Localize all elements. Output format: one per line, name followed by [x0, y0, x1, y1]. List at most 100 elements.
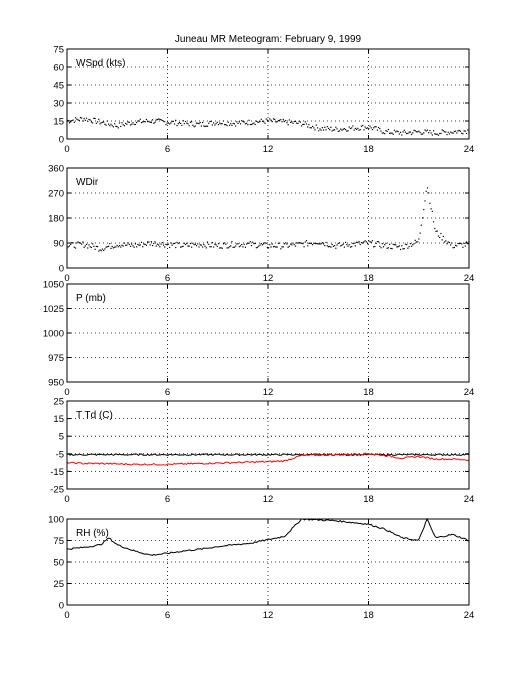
y-tick-label: 50: [53, 558, 64, 569]
data-point: [373, 246, 375, 248]
panel-label: T Td (C): [76, 410, 113, 421]
y-tick-label: 15: [53, 414, 64, 425]
data-point: [456, 245, 458, 247]
data-point: [465, 132, 468, 135]
data-point: [363, 241, 365, 243]
data-point: [203, 125, 205, 127]
x-tick-label: 12: [263, 144, 274, 155]
data-point: [392, 133, 394, 135]
data-point: [435, 230, 437, 232]
data-point: [314, 243, 316, 245]
data-point: [150, 121, 152, 124]
data-point: [172, 120, 174, 122]
y-tick-label: 0: [59, 601, 64, 612]
data-point: [227, 247, 229, 249]
data-point: [231, 124, 233, 126]
data-point: [85, 117, 88, 119]
data-point: [390, 132, 392, 134]
data-point: [162, 244, 165, 246]
data-point: [336, 128, 338, 130]
data-point: [461, 132, 463, 134]
data-point: [379, 128, 381, 130]
data-point: [103, 121, 105, 123]
data-point: [257, 246, 259, 248]
data-point: [67, 246, 69, 248]
data-point: [254, 242, 256, 245]
data-point: [138, 244, 140, 246]
data-point: [171, 120, 173, 123]
data-point: [337, 130, 339, 133]
data-point: [344, 128, 347, 131]
data-point: [192, 124, 194, 126]
panel-label: RH (%): [76, 528, 109, 539]
x-tick-label: 12: [263, 273, 274, 284]
data-point: [322, 129, 325, 131]
data-point: [318, 243, 320, 245]
data-point: [320, 129, 322, 131]
data-point: [457, 130, 459, 132]
data-point: [140, 241, 143, 243]
data-point: [173, 242, 176, 244]
data-point: [425, 130, 427, 132]
data-point: [123, 125, 126, 127]
data-point: [450, 131, 452, 133]
data-point: [116, 125, 118, 128]
data-point: [214, 243, 216, 245]
data-point: [397, 131, 399, 133]
data-point: [136, 246, 138, 248]
data-point: [430, 132, 432, 134]
data-point: [314, 129, 316, 131]
y-tick-label: -25: [50, 485, 64, 496]
data-point: [309, 127, 311, 129]
data-point: [225, 243, 227, 245]
data-point: [333, 129, 336, 131]
data-point: [244, 246, 246, 248]
data-point: [182, 245, 184, 247]
data-point: [84, 245, 86, 247]
data-point: [175, 246, 177, 249]
y-tick-label: 90: [53, 239, 64, 250]
data-point: [298, 241, 300, 244]
data-point: [265, 242, 267, 244]
data-point: [414, 239, 416, 241]
data-point: [118, 122, 121, 124]
data-point: [244, 123, 246, 125]
data-point: [409, 131, 411, 133]
data-point: [329, 245, 331, 248]
data-point: [439, 132, 441, 135]
data-point: [189, 242, 192, 245]
data-point: [346, 130, 348, 132]
data-point: [155, 119, 157, 121]
data-point: [348, 244, 350, 246]
data-point: [446, 243, 448, 245]
data-point: [128, 243, 130, 245]
data-point: [249, 123, 251, 126]
data-point: [327, 127, 330, 129]
data-point: [129, 124, 132, 126]
data-point: [410, 245, 413, 247]
data-point: [182, 120, 184, 122]
y-tick-label: 60: [53, 63, 64, 74]
data-point: [368, 240, 370, 242]
data-point: [408, 131, 410, 133]
data-point: [462, 246, 464, 248]
data-point: [194, 243, 196, 245]
data-point: [362, 242, 364, 244]
data-point: [381, 242, 383, 245]
y-tick-label: 25: [53, 579, 64, 590]
data-point: [120, 246, 122, 248]
data-point: [170, 122, 172, 124]
data-point: [292, 242, 294, 244]
data-point: [171, 244, 173, 246]
data-point: [99, 123, 101, 125]
y-tick-label: 25: [53, 397, 64, 408]
data-point: [308, 123, 310, 126]
data-point: [428, 192, 430, 194]
data-point: [139, 118, 141, 120]
data-point: [380, 130, 382, 132]
data-point: [294, 120, 297, 123]
data-point: [193, 126, 195, 128]
data-point: [142, 246, 144, 248]
data-point: [392, 243, 394, 245]
data-point: [88, 244, 90, 246]
